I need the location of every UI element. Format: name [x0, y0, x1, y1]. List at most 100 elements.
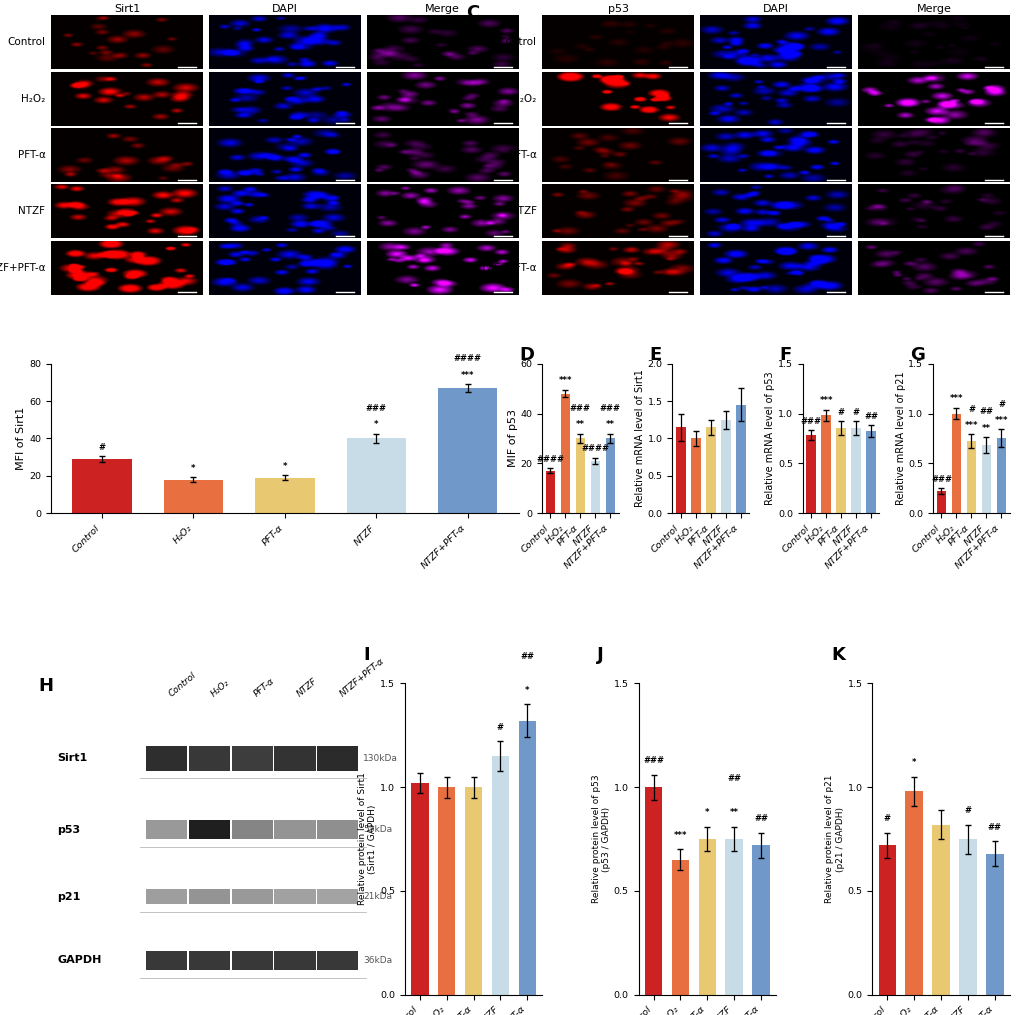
Text: GAPDH: GAPDH — [57, 955, 102, 965]
Bar — [735, 405, 745, 514]
Text: ##: ## — [863, 412, 877, 421]
Bar — [752, 845, 769, 995]
Bar — [189, 820, 230, 839]
Bar — [836, 428, 845, 514]
Title: DAPI: DAPI — [272, 4, 298, 14]
Y-axis label: H₂O₂: H₂O₂ — [512, 93, 536, 104]
Text: E: E — [649, 345, 661, 363]
Text: #: # — [496, 723, 503, 732]
Text: #: # — [997, 400, 1004, 408]
Bar — [560, 394, 570, 514]
Y-axis label: MIF of p53: MIF of p53 — [507, 409, 517, 468]
Bar — [274, 889, 315, 904]
Bar — [985, 854, 1003, 995]
Bar — [317, 820, 358, 839]
Text: H: H — [39, 677, 53, 695]
Bar — [146, 951, 187, 969]
Bar — [996, 438, 1006, 514]
Text: ##: ## — [520, 652, 534, 661]
Bar — [255, 478, 314, 514]
Text: ###: ### — [930, 475, 951, 484]
Text: J: J — [597, 646, 603, 664]
Text: K: K — [830, 646, 844, 664]
Bar — [935, 491, 946, 514]
Text: *: * — [282, 462, 286, 471]
Bar — [189, 746, 230, 770]
Text: p53: p53 — [57, 825, 81, 834]
Bar — [518, 721, 536, 995]
Bar — [437, 788, 454, 995]
Text: ##: ## — [978, 407, 993, 416]
Text: ####: #### — [536, 455, 564, 464]
Bar — [465, 788, 482, 995]
Bar — [980, 446, 990, 514]
Bar — [698, 839, 715, 995]
Text: *: * — [191, 464, 196, 473]
Text: ###: ### — [800, 417, 821, 426]
Bar — [672, 860, 689, 995]
Bar — [146, 746, 187, 770]
Text: ###: ### — [599, 404, 621, 413]
Y-axis label: Control: Control — [498, 38, 536, 48]
Y-axis label: MFI of Sirt1: MFI of Sirt1 — [16, 407, 26, 470]
Bar — [877, 845, 895, 995]
Text: #: # — [852, 408, 859, 417]
Text: #: # — [967, 405, 974, 413]
Title: Merge: Merge — [915, 4, 951, 14]
Text: #: # — [964, 806, 970, 815]
Bar — [958, 839, 976, 995]
Text: ####: #### — [453, 354, 481, 363]
Bar — [720, 420, 730, 514]
Bar — [231, 746, 272, 770]
Text: PFT-α: PFT-α — [252, 677, 276, 699]
Text: 21kDa: 21kDa — [363, 892, 391, 901]
Y-axis label: NTZF+PFT-α: NTZF+PFT-α — [0, 263, 46, 273]
Text: **: ** — [605, 420, 614, 429]
Text: NTZF: NTZF — [294, 677, 319, 699]
Bar — [676, 427, 685, 514]
Text: p21: p21 — [57, 891, 81, 901]
Y-axis label: Relative mRNA level of Sirt1: Relative mRNA level of Sirt1 — [634, 369, 644, 508]
Text: ***: *** — [461, 370, 474, 380]
Bar — [966, 442, 975, 514]
Bar — [805, 435, 815, 514]
Y-axis label: NTZF: NTZF — [18, 206, 46, 216]
Text: ##: ## — [986, 823, 1001, 831]
Text: ***: *** — [558, 377, 572, 386]
Bar — [146, 820, 187, 839]
Bar — [437, 388, 497, 514]
Text: ####: #### — [581, 445, 608, 454]
Bar — [231, 820, 272, 839]
Text: D: D — [519, 345, 534, 363]
Y-axis label: Relative protein level of p21
(p21 / GAPDH): Relative protein level of p21 (p21 / GAP… — [824, 774, 844, 903]
Bar — [274, 820, 315, 839]
Bar — [690, 438, 700, 514]
Bar — [317, 889, 358, 904]
Y-axis label: PFT-α: PFT-α — [17, 150, 46, 160]
Text: I: I — [363, 646, 370, 664]
Text: **: ** — [729, 808, 738, 817]
Title: Merge: Merge — [425, 4, 460, 14]
Text: ###: ### — [642, 756, 663, 765]
Bar — [851, 428, 860, 514]
Text: ***: *** — [994, 416, 1007, 425]
Text: ###: ### — [366, 404, 386, 413]
Y-axis label: Relative mRNA level of p21: Relative mRNA level of p21 — [895, 371, 905, 505]
Bar — [491, 756, 508, 995]
Text: 130kDa: 130kDa — [363, 753, 397, 762]
Text: ***: *** — [964, 421, 977, 430]
Text: 36kDa: 36kDa — [363, 956, 392, 965]
Bar — [231, 951, 272, 969]
Bar — [820, 415, 830, 514]
Bar — [411, 783, 428, 995]
Y-axis label: PFT-α: PFT-α — [508, 150, 536, 160]
Text: ##: ## — [727, 774, 741, 783]
Text: Control: Control — [166, 671, 198, 699]
Bar — [951, 413, 960, 514]
Bar — [931, 824, 949, 995]
Text: Sirt1: Sirt1 — [57, 753, 88, 763]
Bar — [231, 889, 272, 904]
Text: NTZF+PFT-α: NTZF+PFT-α — [337, 657, 385, 699]
Text: G: G — [909, 345, 924, 363]
Y-axis label: Relative protein level of p53
(p53 / GAPDH): Relative protein level of p53 (p53 / GAP… — [591, 774, 610, 903]
